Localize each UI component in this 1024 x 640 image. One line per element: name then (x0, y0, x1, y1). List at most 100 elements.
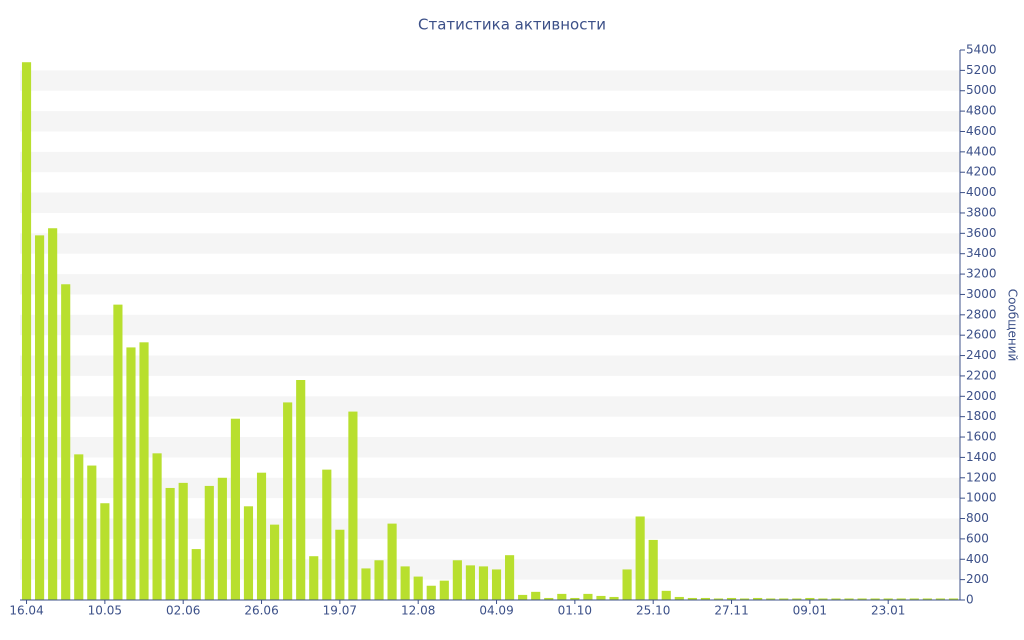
grid-band (20, 559, 960, 580)
bar (531, 591, 541, 600)
bar (505, 555, 515, 600)
y-tick-label: 3400 (966, 246, 997, 260)
bar (126, 347, 136, 600)
bar (478, 566, 489, 600)
x-tick-label: 19.07 (323, 604, 357, 618)
bar (87, 465, 97, 600)
bar (426, 585, 436, 600)
x-tick-label: 09.01 (793, 604, 827, 618)
bar (230, 418, 240, 600)
bar (935, 598, 945, 600)
y-tick-label: 2600 (966, 328, 997, 342)
chart-title: Статистика активности (418, 16, 606, 34)
bar (779, 598, 789, 600)
bar (622, 569, 632, 600)
grid-band (20, 437, 960, 458)
grid-band (20, 355, 960, 376)
bar (896, 598, 906, 600)
bar (700, 597, 710, 600)
grid-band (20, 314, 960, 336)
x-tick-label: 01.10 (558, 604, 592, 618)
bar (753, 597, 763, 600)
bar (283, 402, 293, 600)
grid-band (20, 396, 960, 417)
y-tick-label: 4800 (966, 104, 997, 118)
bar (243, 506, 254, 600)
bar (674, 596, 684, 600)
bar (766, 598, 776, 600)
bar (74, 454, 84, 600)
x-tick-label: 04.09 (479, 604, 513, 618)
grid-band (20, 518, 960, 539)
bar (713, 598, 724, 600)
y-tick-label: 1400 (966, 450, 997, 464)
bar (270, 524, 280, 600)
bar (909, 598, 919, 600)
bar (818, 598, 828, 600)
bar (204, 485, 214, 600)
y-tick-label: 4600 (966, 124, 997, 138)
y-tick-label: 2400 (966, 348, 997, 362)
bar (348, 411, 358, 600)
bar (322, 469, 332, 600)
y-tick-label: 4000 (966, 185, 997, 199)
y-tick-label: 2800 (966, 307, 997, 321)
x-tick-label: 02.06 (166, 604, 200, 618)
y-tick-label: 3600 (966, 226, 997, 240)
bar (726, 597, 737, 600)
x-tick-label: 12.08 (401, 604, 435, 618)
y-tick-label: 800 (966, 511, 989, 525)
grid-band (20, 151, 960, 173)
bar (583, 593, 593, 600)
bar (544, 597, 554, 600)
bar (740, 598, 750, 600)
bar (948, 598, 959, 600)
bar (518, 594, 528, 600)
bar (100, 503, 110, 600)
bar (805, 597, 815, 600)
grid-band (20, 233, 960, 254)
x-tick-label: 26.06 (244, 604, 278, 618)
bar (439, 580, 449, 600)
y-tick-label: 3800 (966, 205, 997, 219)
bar (413, 576, 423, 600)
bar (635, 516, 645, 600)
x-tick-label: 16.04 (9, 604, 43, 618)
y-tick-label: 3200 (966, 267, 997, 281)
bar (361, 568, 371, 600)
bar (35, 235, 45, 601)
y-tick-label: 2000 (966, 389, 997, 403)
y-tick-label: 600 (966, 531, 989, 545)
grid-band (20, 274, 960, 295)
bar (191, 549, 201, 600)
y-axis-label: Сообщений (1006, 289, 1020, 362)
y-tick-label: 4200 (966, 165, 997, 179)
bar (61, 284, 71, 600)
bar (792, 598, 802, 600)
y-tick-label: 5200 (966, 63, 997, 77)
bar (870, 598, 880, 600)
bar (452, 560, 462, 600)
bar (831, 598, 841, 600)
bar (296, 380, 306, 600)
y-tick-label: 400 (966, 552, 989, 566)
grid-band (20, 111, 960, 132)
bar (374, 560, 384, 600)
grid-band (20, 192, 960, 213)
bar (922, 598, 932, 600)
bar (165, 487, 175, 600)
bar (844, 598, 854, 600)
bar (491, 569, 502, 600)
bar (387, 523, 397, 600)
y-tick-label: 1800 (966, 409, 997, 423)
y-tick-label: 4400 (966, 144, 997, 158)
bar (21, 62, 32, 600)
bar (335, 529, 345, 600)
bar (661, 590, 671, 600)
x-tick-label: 27.11 (714, 604, 748, 618)
bar (139, 342, 149, 600)
bar (152, 453, 162, 600)
bar (883, 598, 893, 600)
y-tick-label: 5400 (966, 43, 997, 57)
bar (309, 556, 319, 600)
